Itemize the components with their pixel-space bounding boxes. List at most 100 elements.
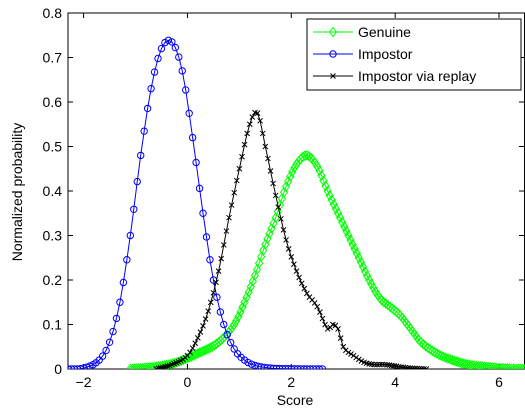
data-point-x bbox=[285, 246, 292, 252]
x-marker-stroke bbox=[368, 361, 375, 368]
legend-item: Impostor bbox=[313, 46, 413, 62]
x-marker-stroke bbox=[202, 316, 209, 322]
data-point-circle bbox=[175, 53, 183, 61]
data-point-circle bbox=[182, 86, 190, 94]
data-point-circle bbox=[216, 308, 225, 316]
data-point-x bbox=[337, 335, 344, 341]
data-point-x bbox=[340, 343, 347, 350]
x-axis-label: Score bbox=[277, 392, 314, 408]
data-point-x bbox=[322, 321, 328, 328]
data-point-circle bbox=[230, 345, 238, 353]
data-point-circle bbox=[213, 293, 221, 301]
data-point-x bbox=[259, 130, 266, 137]
data-point-circle bbox=[188, 133, 197, 142]
data-point-circle bbox=[244, 358, 252, 367]
data-point-circle bbox=[109, 327, 117, 336]
data-point-x bbox=[275, 204, 282, 211]
data-point-x bbox=[296, 274, 302, 281]
data-point-diamond bbox=[234, 311, 243, 323]
data-point-diamond bbox=[325, 190, 334, 201]
x-marker-stroke bbox=[311, 300, 318, 306]
data-point-diamond bbox=[354, 252, 363, 264]
data-point-diamond bbox=[365, 274, 374, 286]
x-marker-stroke bbox=[241, 141, 248, 148]
data-point-diamond bbox=[146, 362, 155, 369]
legend-label: Impostor bbox=[358, 46, 413, 62]
x-marker-stroke bbox=[194, 334, 201, 341]
data-point-x bbox=[355, 356, 362, 363]
data-point-diamond bbox=[350, 243, 359, 255]
x-tick-label: 4 bbox=[391, 374, 399, 390]
data-point-diamond bbox=[197, 346, 207, 357]
data-point-circle bbox=[140, 127, 148, 135]
x-marker-stroke bbox=[288, 254, 295, 260]
x-marker-stroke bbox=[314, 303, 321, 310]
data-point-diamond bbox=[383, 299, 393, 311]
data-point-diamond bbox=[304, 150, 314, 162]
x-marker-stroke bbox=[228, 202, 235, 208]
data-point-diamond bbox=[138, 362, 147, 369]
data-point-circle bbox=[123, 256, 131, 264]
y-axis-label: Normalized probability bbox=[9, 123, 25, 262]
data-point-diamond bbox=[352, 247, 361, 259]
data-point-x bbox=[414, 365, 420, 369]
x-marker-stroke bbox=[400, 364, 407, 369]
data-point-x bbox=[298, 280, 305, 287]
x-marker-stroke bbox=[296, 274, 302, 281]
x-marker-stroke bbox=[207, 299, 214, 306]
x-marker-stroke bbox=[391, 363, 397, 369]
data-point-diamond bbox=[425, 344, 435, 355]
x-marker-stroke bbox=[406, 365, 411, 369]
x-marker-stroke bbox=[262, 143, 269, 150]
data-point-diamond bbox=[206, 342, 215, 353]
data-point-x bbox=[411, 365, 418, 369]
data-point-x bbox=[236, 165, 243, 172]
x-marker-stroke bbox=[218, 255, 225, 262]
x-marker-stroke bbox=[257, 117, 264, 124]
data-point-circle bbox=[247, 360, 256, 368]
x-marker-stroke bbox=[252, 109, 258, 116]
data-point-diamond bbox=[520, 363, 525, 369]
data-point-diamond bbox=[328, 26, 338, 38]
data-point-x bbox=[330, 73, 336, 79]
data-point-x bbox=[314, 303, 321, 310]
data-point-x bbox=[223, 228, 230, 234]
data-point-circle bbox=[185, 109, 193, 117]
x-marker-stroke bbox=[239, 153, 245, 160]
data-point-diamond bbox=[323, 185, 332, 197]
data-point-x bbox=[189, 345, 196, 352]
x-marker-stroke bbox=[317, 309, 323, 315]
x-marker-stroke bbox=[398, 364, 404, 369]
x-marker-stroke bbox=[153, 366, 157, 369]
data-point-diamond bbox=[327, 194, 336, 206]
x-marker-stroke bbox=[306, 294, 313, 300]
x-marker-stroke bbox=[236, 165, 243, 172]
y-tick-label: 0.2 bbox=[43, 272, 63, 288]
x-marker-stroke bbox=[189, 345, 196, 352]
data-point-x bbox=[311, 300, 318, 306]
x-marker-stroke bbox=[319, 315, 326, 322]
data-point-x bbox=[254, 110, 261, 116]
legend-label: Impostor via replay bbox=[358, 68, 476, 84]
x-marker-stroke bbox=[291, 261, 297, 268]
data-point-x bbox=[226, 214, 232, 221]
data-point-diamond bbox=[417, 336, 426, 348]
data-point-x bbox=[348, 351, 354, 357]
data-point-diamond bbox=[187, 351, 196, 362]
data-point-diamond bbox=[335, 212, 345, 224]
data-point-diamond bbox=[423, 342, 432, 354]
data-point-circle bbox=[150, 68, 159, 76]
data-point-x bbox=[228, 202, 235, 208]
x-marker-stroke bbox=[425, 366, 430, 369]
y-tick-label: 0.1 bbox=[43, 317, 63, 333]
data-point-circle bbox=[157, 44, 166, 53]
x-marker-stroke bbox=[324, 326, 331, 332]
data-point-diamond bbox=[356, 256, 366, 268]
data-point-diamond bbox=[319, 175, 328, 187]
data-point-x bbox=[244, 130, 251, 137]
data-point-x bbox=[324, 326, 331, 332]
data-point-circle bbox=[98, 352, 107, 360]
x-marker-stroke bbox=[275, 204, 282, 211]
data-point-x bbox=[210, 289, 217, 296]
data-point-diamond bbox=[288, 166, 297, 178]
